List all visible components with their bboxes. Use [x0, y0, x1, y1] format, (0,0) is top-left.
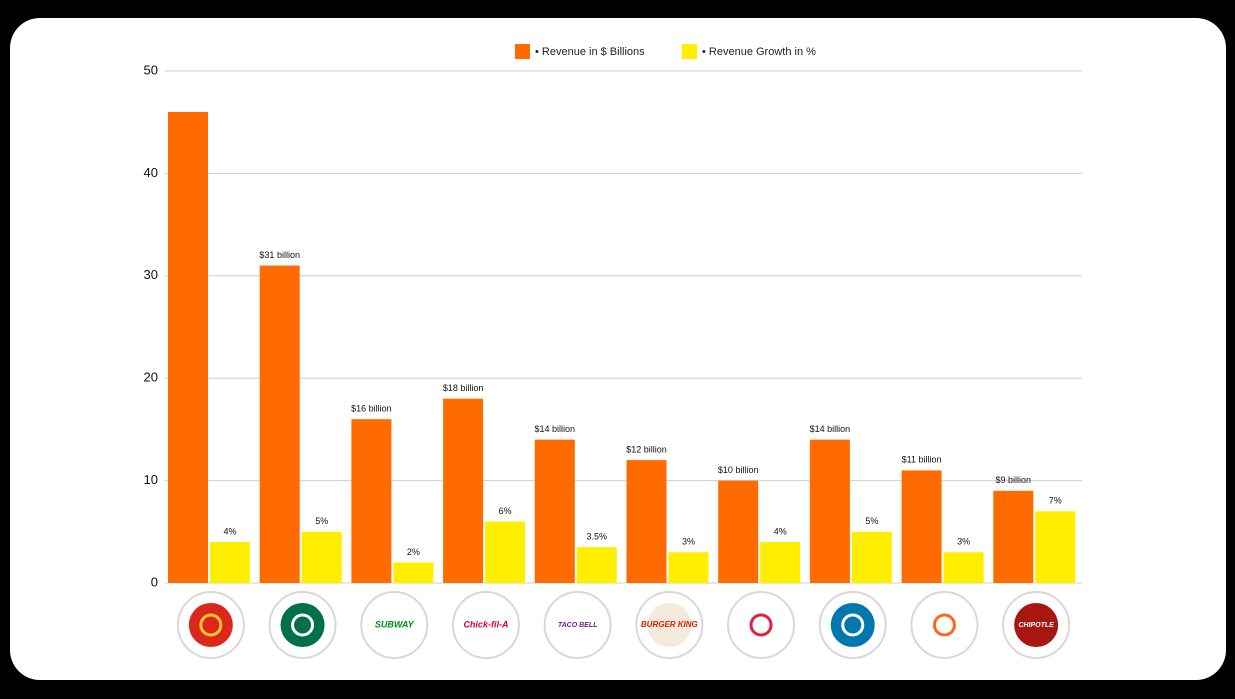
bar [210, 542, 250, 583]
logo [463, 603, 508, 647]
bar [760, 542, 801, 583]
logo [922, 603, 967, 647]
legend-swatch [682, 44, 697, 59]
logo-mark [199, 613, 223, 637]
value-label: 3% [682, 537, 695, 547]
bar [393, 562, 434, 583]
value-label: $11 billion [902, 455, 942, 465]
legend: • Revenue in $ Billions • Revenue Growth … [515, 44, 816, 59]
bar [626, 460, 667, 583]
y-tick-label: 20 [144, 370, 158, 385]
value-label: $14 billion [535, 424, 576, 434]
logo-mark [291, 613, 315, 637]
legend-label: • Revenue in $ Billions [535, 46, 645, 58]
bar [534, 439, 575, 583]
value-label: $18 billion [443, 383, 484, 393]
logo-mark [749, 613, 773, 637]
y-tick-label: 40 [144, 165, 158, 180]
value-label: $9 billion [996, 475, 1032, 485]
bar [576, 547, 617, 583]
logo [739, 603, 784, 647]
value-label: $14 billion [810, 424, 851, 434]
logo [647, 603, 692, 647]
x-tick-label: SUBWAY [375, 619, 415, 629]
logo [555, 603, 600, 647]
bar [851, 531, 892, 583]
logo [1014, 603, 1059, 647]
logo-mark [932, 613, 956, 637]
x-tick-label: BURGER KING [641, 620, 698, 629]
y-tick-label: 0 [151, 574, 158, 589]
value-label: 3% [957, 537, 970, 547]
x-tick-label: CHIPOTLE [1018, 622, 1054, 629]
value-label: $16 billion [351, 404, 392, 414]
y-tick-label: 10 [144, 472, 158, 487]
y-tick-label: 30 [144, 267, 158, 282]
bar [301, 531, 342, 583]
logo [830, 603, 875, 647]
value-label: 2% [407, 547, 420, 557]
value-label: $10 billion [718, 465, 759, 475]
bar [351, 419, 392, 583]
value-label: 4% [223, 526, 236, 536]
logo-mark [841, 613, 865, 637]
value-label: 4% [774, 526, 787, 536]
value-label: 5% [865, 516, 878, 526]
value-label: 6% [499, 506, 512, 516]
value-label: 5% [315, 516, 328, 526]
bar [168, 111, 208, 584]
bar [1035, 511, 1076, 583]
bar [443, 398, 484, 583]
legend-label: • Revenue Growth in % [702, 46, 816, 58]
value-label: 7% [1049, 496, 1062, 506]
value-label: 3.5% [587, 532, 608, 542]
bar [485, 521, 526, 583]
logo [280, 603, 325, 647]
bar [668, 552, 709, 583]
logo [188, 603, 233, 647]
bar [718, 480, 759, 583]
bar [943, 552, 984, 583]
bar [901, 470, 942, 583]
logo [372, 603, 417, 647]
x-tick-label: TACO BELL [558, 622, 598, 629]
legend-swatch [515, 44, 530, 59]
bar [809, 439, 850, 583]
bar [259, 265, 300, 583]
value-label: $12 billion [626, 444, 667, 454]
x-tick-label: Chick-fil-A [463, 619, 508, 629]
value-label: $31 billion [259, 250, 300, 260]
y-tick-label: 50 [144, 62, 158, 77]
bar [993, 490, 1034, 583]
